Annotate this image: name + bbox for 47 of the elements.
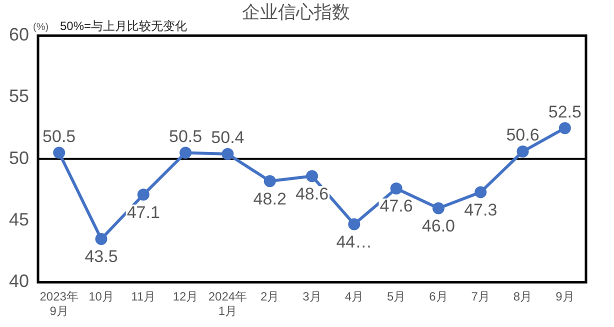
chart-title: 企业信心指数	[242, 2, 350, 22]
point	[180, 146, 192, 159]
x-tick-label: 2023年 9月	[40, 290, 78, 318]
data-label: 48.2	[253, 189, 286, 208]
point	[53, 146, 66, 159]
y-axis-title: (%)	[33, 22, 49, 33]
data-label: 47.1	[126, 202, 160, 222]
data-label: 50.6	[506, 126, 540, 145]
data-label: 48.6	[295, 184, 329, 204]
text: 50%=与上月比较无变化	[60, 19, 188, 33]
point	[558, 122, 571, 134]
x-tick-label: 2024年 1月	[208, 290, 248, 318]
data-label: 50.5	[42, 126, 76, 146]
x-tick-label: 4月	[344, 290, 364, 304]
x-tick-label: 3月	[302, 290, 322, 304]
data-label: 47.6	[380, 196, 413, 216]
data-label: 44…	[336, 232, 372, 252]
x-tick-label: 2月	[260, 290, 280, 304]
data-label: 52.5	[548, 102, 582, 122]
data-label: 47.3	[464, 200, 498, 220]
point	[306, 170, 318, 182]
point	[474, 186, 487, 198]
point	[95, 233, 108, 246]
point	[264, 175, 276, 188]
point	[222, 148, 234, 160]
y-tick-label: 50	[8, 148, 30, 168]
point	[516, 146, 529, 158]
y-tick-label: 60	[8, 24, 30, 45]
x-tick-label: 10月	[88, 290, 114, 304]
point	[432, 202, 444, 214]
x-tick-label: 11月	[131, 290, 156, 304]
x-tick-label: 12月	[172, 290, 198, 304]
data-label: 50.5	[169, 126, 202, 146]
point	[390, 182, 402, 194]
x-tick-label: 6月	[429, 290, 448, 304]
data-label: 50.4	[211, 128, 244, 148]
x-tick-label: 9月	[556, 290, 574, 304]
x-tick-label: 5月	[386, 290, 406, 304]
x-tick-label: 7月	[471, 290, 490, 304]
x-tick-label: 8月	[513, 290, 532, 304]
y-tick-label: 40	[8, 271, 30, 292]
point	[137, 188, 150, 201]
data-label: 43.5	[84, 247, 118, 266]
y-tick-label: 55	[8, 86, 30, 106]
point	[348, 218, 360, 230]
data-label: 46.0	[422, 216, 456, 236]
y-tick-label: 45	[8, 210, 30, 230]
